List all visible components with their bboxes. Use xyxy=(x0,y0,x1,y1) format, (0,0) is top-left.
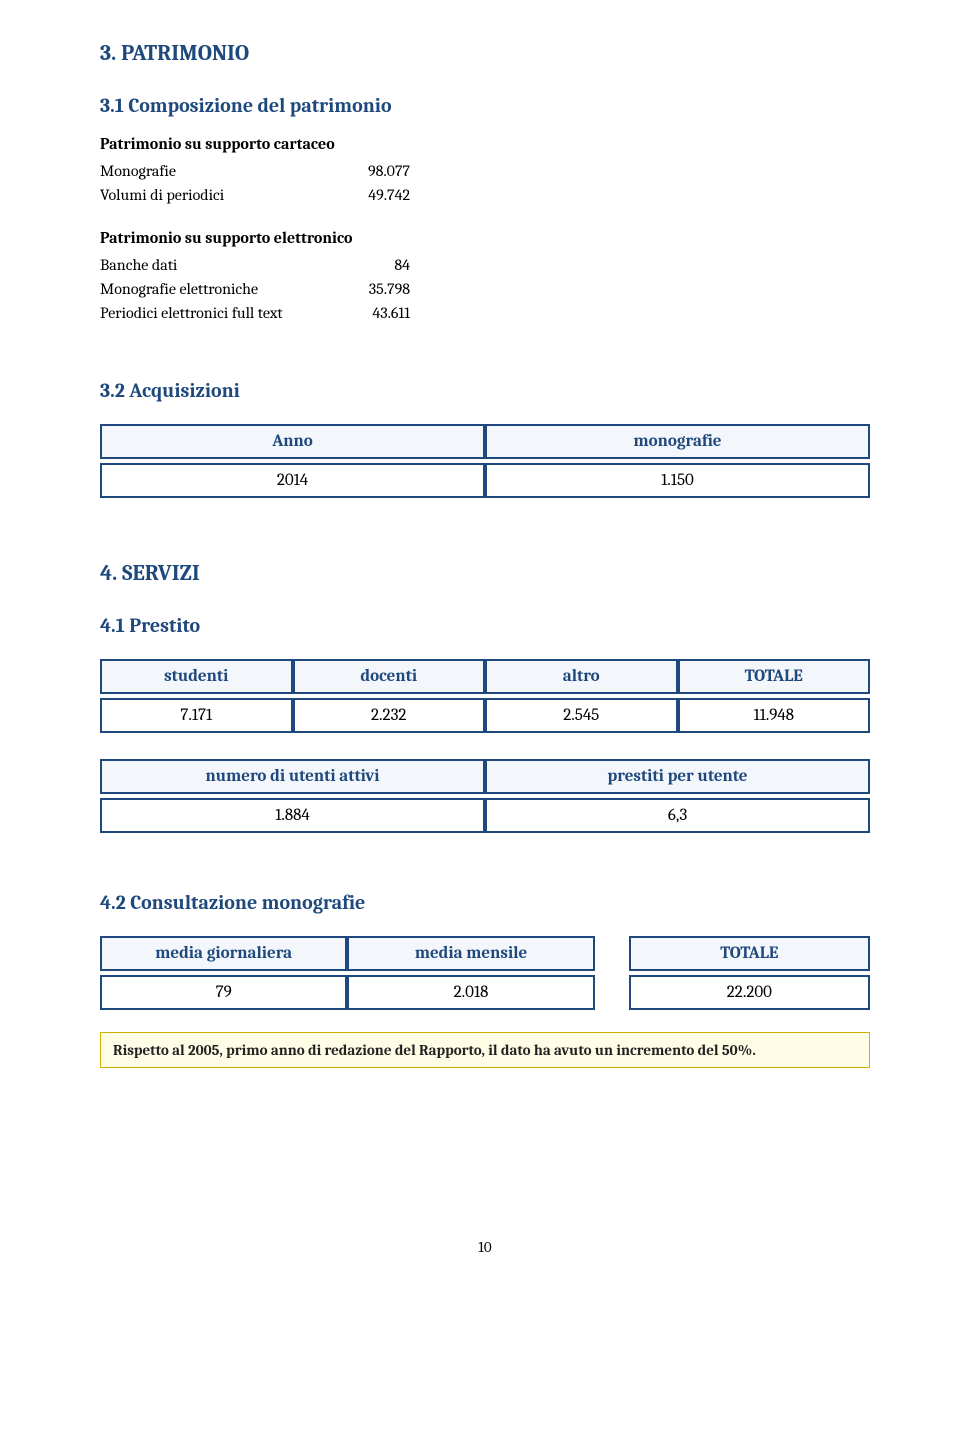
table-header: TOTALE xyxy=(678,659,871,694)
table-header: docenti xyxy=(293,659,486,694)
table-cell: 2014 xyxy=(100,463,485,498)
table-header: media giornaliera xyxy=(100,936,347,971)
section-3-title: 3. PATRIMONIO xyxy=(100,40,870,66)
table-header: monografie xyxy=(485,424,870,459)
elettronico-block: Patrimonio su supporto elettronico Banch… xyxy=(100,229,870,325)
page-number: 10 xyxy=(100,1238,870,1256)
section-4-1-title: 4.1 Prestito xyxy=(100,614,870,637)
def-label: Banche dati xyxy=(100,253,340,277)
table-cell: 1.150 xyxy=(485,463,870,498)
section-3-1-title: 3.1 Composizione del patrimonio xyxy=(100,94,870,117)
table-cell: 2.232 xyxy=(293,698,486,733)
table-header: Anno xyxy=(100,424,485,459)
section-4-2-title: 4.2 Consultazione monografie xyxy=(100,891,870,914)
table-cell: 22.200 xyxy=(629,975,870,1010)
def-label: Monografie elettroniche xyxy=(100,277,340,301)
table-header: numero di utenti attivi xyxy=(100,759,485,794)
consultazione-split: media giornaliera media mensile 79 2.018… xyxy=(100,932,870,1014)
consultazione-right-table: TOTALE 22.200 xyxy=(629,932,870,1014)
table-header: media mensile xyxy=(347,936,594,971)
def-value: 49.742 xyxy=(340,183,410,207)
def-row: Banche dati 84 xyxy=(100,253,870,277)
def-row: Periodici elettronici full text 43.611 xyxy=(100,301,870,325)
table-header: prestiti per utente xyxy=(485,759,870,794)
table-cell: 2.018 xyxy=(347,975,594,1010)
table-cell: 2.545 xyxy=(485,698,678,733)
def-row: Volumi di periodici 49.742 xyxy=(100,183,870,207)
def-row: Monografie 98.077 xyxy=(100,159,870,183)
table-cell: 1.884 xyxy=(100,798,485,833)
cartaceo-heading: Patrimonio su supporto cartaceo xyxy=(100,135,870,153)
table-cell: 11.948 xyxy=(678,698,871,733)
section-4-title: 4. SERVIZI xyxy=(100,560,870,586)
table-cell: 6,3 xyxy=(485,798,870,833)
def-label: Periodici elettronici full text xyxy=(100,301,340,325)
table-cell: 79 xyxy=(100,975,347,1010)
elettronico-heading: Patrimonio su supporto elettronico xyxy=(100,229,870,247)
note-box: Rispetto al 2005, primo anno di redazion… xyxy=(100,1032,870,1068)
table-cell: 7.171 xyxy=(100,698,293,733)
def-label: Monografie xyxy=(100,159,340,183)
cartaceo-block: Patrimonio su supporto cartaceo Monograf… xyxy=(100,135,870,207)
table-header: altro xyxy=(485,659,678,694)
prestito-table-2: numero di utenti attivi prestiti per ute… xyxy=(100,755,870,837)
def-value: 84 xyxy=(340,253,410,277)
def-value: 43.611 xyxy=(340,301,410,325)
prestito-table-1: studenti docenti altro TOTALE 7.171 2.23… xyxy=(100,655,870,737)
def-value: 35.798 xyxy=(340,277,410,301)
def-row: Monografie elettroniche 35.798 xyxy=(100,277,870,301)
def-value: 98.077 xyxy=(340,159,410,183)
section-3-2-title: 3.2 Acquisizioni xyxy=(100,379,870,402)
table-header: studenti xyxy=(100,659,293,694)
def-label: Volumi di periodici xyxy=(100,183,340,207)
consultazione-left-table: media giornaliera media mensile 79 2.018 xyxy=(100,932,595,1014)
acquisizioni-table: Anno monografie 2014 1.150 xyxy=(100,420,870,502)
table-header: TOTALE xyxy=(629,936,870,971)
